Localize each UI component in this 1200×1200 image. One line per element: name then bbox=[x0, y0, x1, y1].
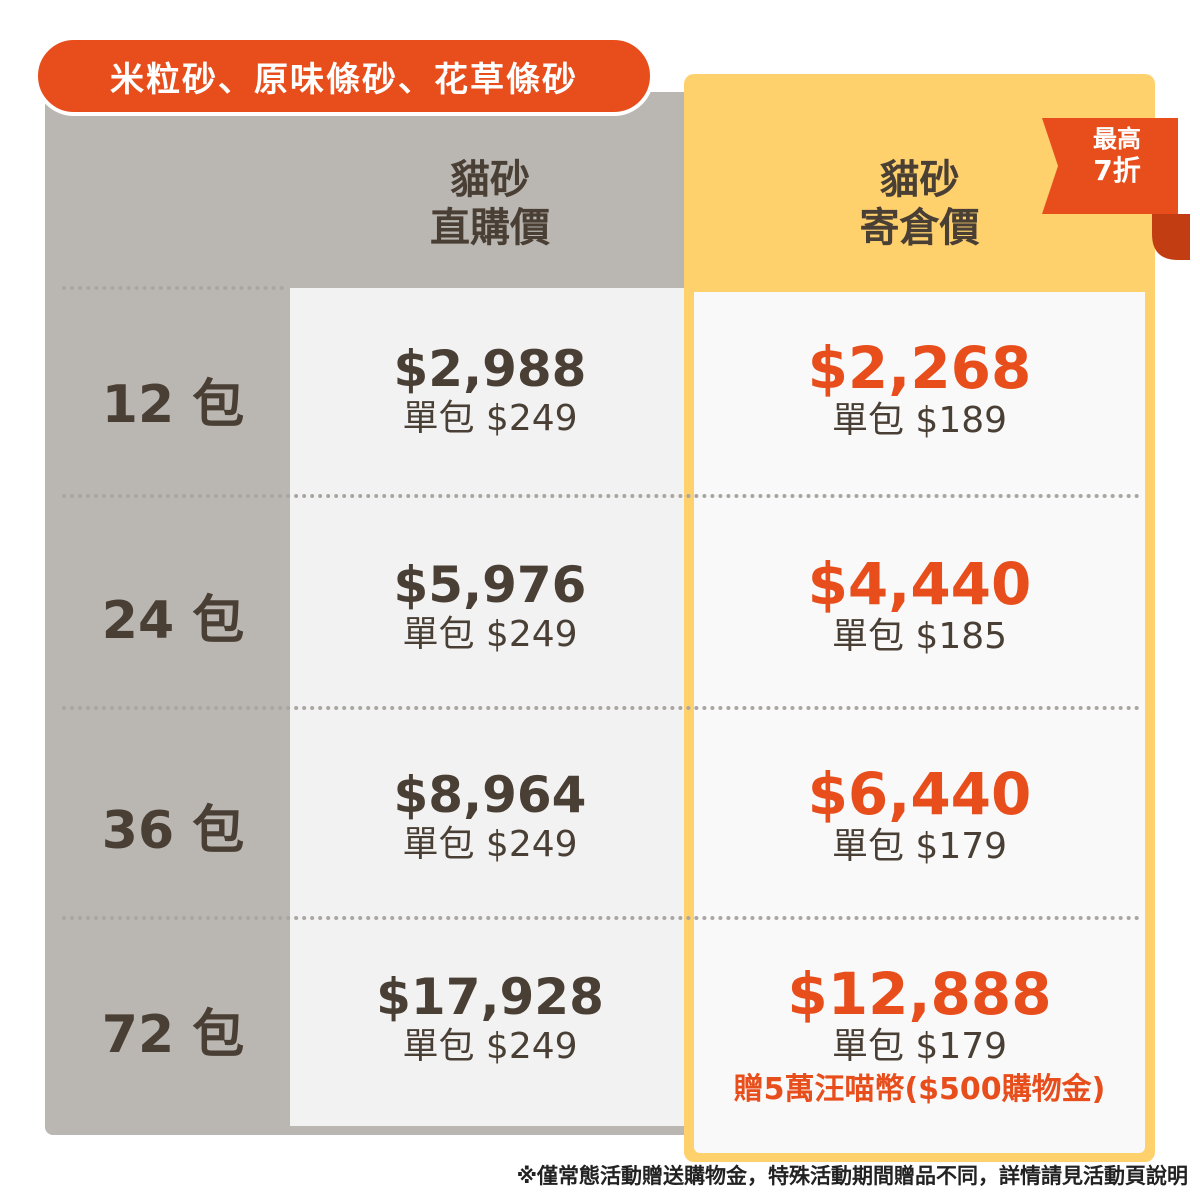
qty-label-72: 72 包 bbox=[101, 1005, 245, 1065]
storage-unit-price: 單包 $185 bbox=[831, 616, 1008, 657]
product-title: 米粒砂、原味條砂、花草條砂 bbox=[110, 59, 578, 100]
storage-price: $6,440 bbox=[807, 760, 1032, 828]
storage-header-line2: 寄倉價 bbox=[859, 205, 980, 251]
storage-price-cell: $2,268 單包 $189 bbox=[694, 336, 1145, 442]
storage-price: $2,268 bbox=[807, 334, 1032, 402]
direct-unit-price: 單包 $249 bbox=[402, 824, 578, 865]
footnote-disclaimer: ※僅常態活動贈送購物金，特殊活動期間贈品不同，詳情請見活動頁說明 bbox=[516, 1164, 1188, 1188]
direct-unit-price: 單包 $249 bbox=[402, 614, 578, 655]
row-separator bbox=[62, 916, 1140, 920]
discount-ribbon-badge bbox=[1042, 118, 1190, 260]
qty-label-12: 12 包 bbox=[101, 375, 245, 435]
storage-unit-price: 單包 $189 bbox=[831, 400, 1008, 441]
direct-price-header: 貓砂 直購價 bbox=[290, 120, 690, 288]
direct-price: $5,976 bbox=[393, 556, 587, 614]
storage-price-cell: $12,888 單包 $179 贈5萬汪喵幣($500購物金) bbox=[694, 962, 1145, 1110]
qty-label-36: 36 包 bbox=[101, 801, 245, 861]
storage-price-cell: $6,440 單包 $179 bbox=[694, 762, 1145, 868]
direct-price-cell: $2,988 單包 $249 bbox=[290, 340, 690, 440]
storage-price: $4,440 bbox=[807, 550, 1032, 618]
discount-badge-text: 最高 7折 bbox=[1072, 124, 1162, 188]
qty-label-24: 24 包 bbox=[101, 591, 245, 651]
row-separator bbox=[62, 706, 1140, 710]
storage-price-column bbox=[694, 292, 1145, 1153]
bonus-gift-note: 贈5萬汪喵幣($500購物金) bbox=[733, 1072, 1106, 1107]
direct-price: $17,928 bbox=[376, 968, 604, 1026]
direct-price-cell: $5,976 單包 $249 bbox=[290, 556, 690, 656]
direct-unit-price: 單包 $249 bbox=[402, 1026, 578, 1067]
storage-price: $12,888 bbox=[787, 960, 1052, 1028]
direct-header-line2: 直購價 bbox=[430, 205, 550, 251]
storage-price-cell: $4,440 單包 $185 bbox=[694, 552, 1145, 658]
direct-price-cell: $17,928 單包 $249 bbox=[290, 968, 690, 1068]
direct-price: $8,964 bbox=[393, 766, 587, 824]
product-title-pill: 米粒砂、原味條砂、花草條砂 bbox=[34, 36, 654, 116]
storage-unit-price: 單包 $179 bbox=[831, 826, 1008, 867]
direct-unit-price: 單包 $249 bbox=[402, 398, 578, 439]
direct-header-line1: 貓砂 bbox=[450, 157, 530, 203]
storage-unit-price: 單包 $179 bbox=[831, 1026, 1008, 1067]
storage-price-header: 貓砂 寄倉價 bbox=[694, 120, 1145, 288]
direct-price-cell: $8,964 單包 $249 bbox=[290, 766, 690, 866]
badge-top-label: 最高 bbox=[1093, 125, 1141, 153]
row-separator bbox=[62, 494, 1140, 498]
row-separator bbox=[62, 286, 284, 290]
badge-bottom-label: 7折 bbox=[1093, 154, 1141, 187]
storage-header-line1: 貓砂 bbox=[879, 157, 960, 203]
direct-price: $2,988 bbox=[393, 340, 587, 398]
